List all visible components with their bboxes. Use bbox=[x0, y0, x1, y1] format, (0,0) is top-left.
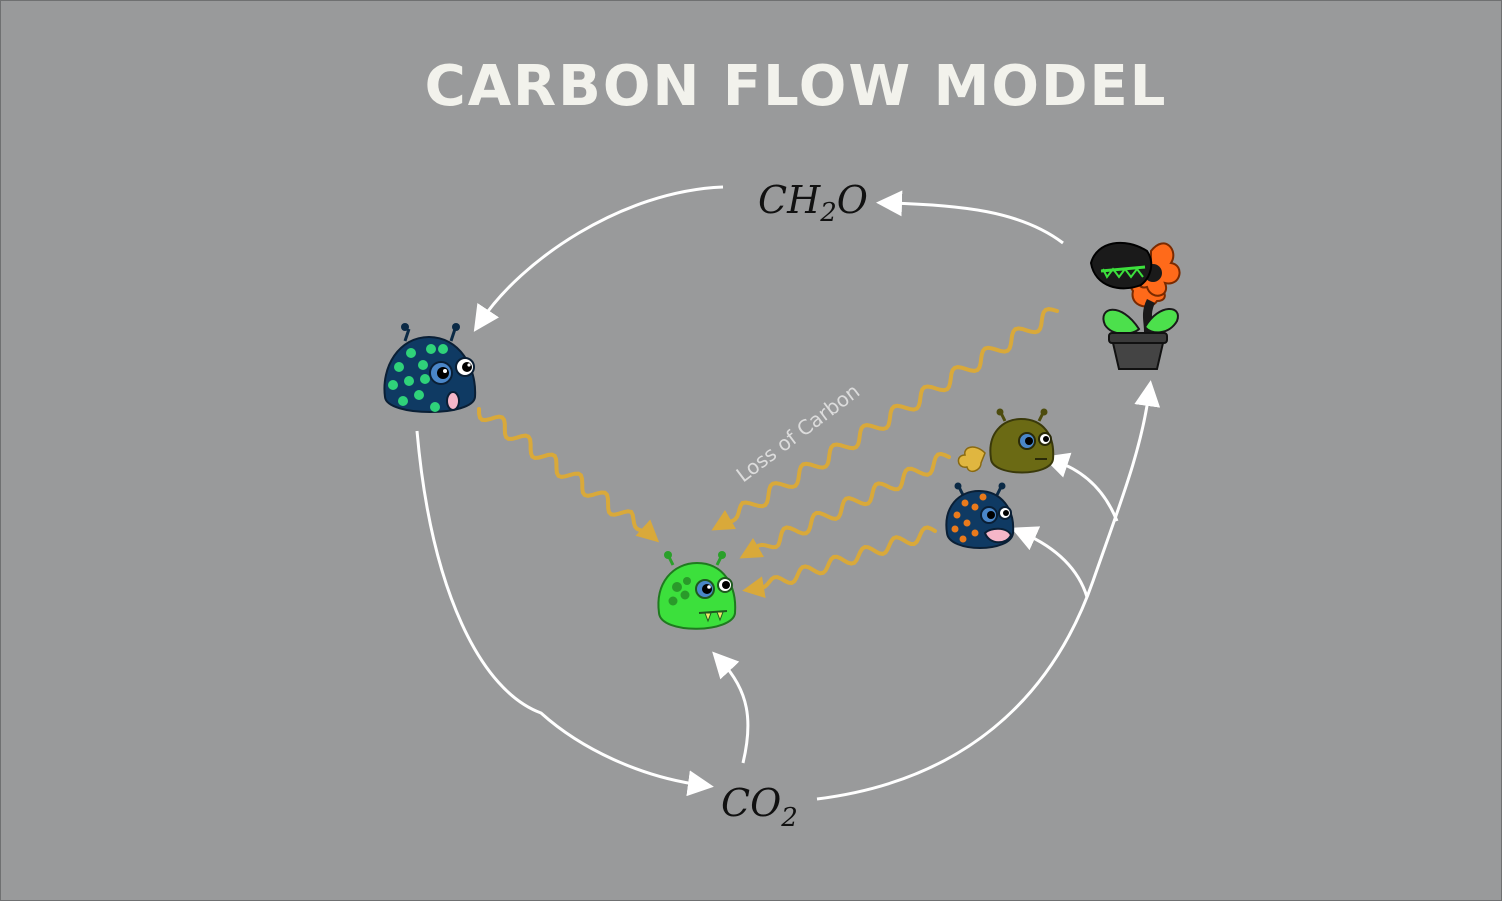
top-consumer-creature bbox=[657, 551, 737, 630]
olive-consumer-creature bbox=[957, 408, 1055, 474]
producer-plant bbox=[1089, 242, 1181, 370]
loss-arrow-primary-consumer bbox=[477, 407, 660, 543]
glucose-label-main: CH bbox=[758, 178, 821, 222]
flow-arrow-co2-to-top-consumer bbox=[712, 651, 750, 764]
loss-arrow-olive-consumer bbox=[739, 451, 951, 559]
flow-arrow-consumer-to-co2 bbox=[415, 430, 714, 797]
loss-arrow-plant bbox=[711, 307, 1059, 531]
glucose-label-subscript: 2 bbox=[819, 198, 837, 228]
glucose-label: CH2O bbox=[758, 178, 868, 228]
co2-label: CO2 bbox=[721, 781, 798, 833]
diagram-title: CARBON FLOW MODEL bbox=[425, 54, 1168, 119]
flow-arrow-glucose-to-consumer bbox=[473, 185, 724, 332]
flow-arrow-to-orange-consumer bbox=[1011, 526, 1089, 598]
loss-arrow-orange-consumer bbox=[742, 525, 937, 599]
primary-consumer-creature bbox=[383, 323, 477, 413]
flow-arrow-plant-to-glucose bbox=[876, 190, 1064, 245]
co2-label-subscript: 2 bbox=[780, 803, 798, 833]
orange-spotted-consumer-creature bbox=[945, 482, 1015, 549]
co2-label-main: CO bbox=[721, 781, 781, 825]
flow-arrow-co2-to-plant bbox=[816, 380, 1161, 801]
glucose-label-tail: O bbox=[837, 178, 868, 222]
flow-arrow-to-olive-consumer bbox=[1042, 452, 1119, 522]
